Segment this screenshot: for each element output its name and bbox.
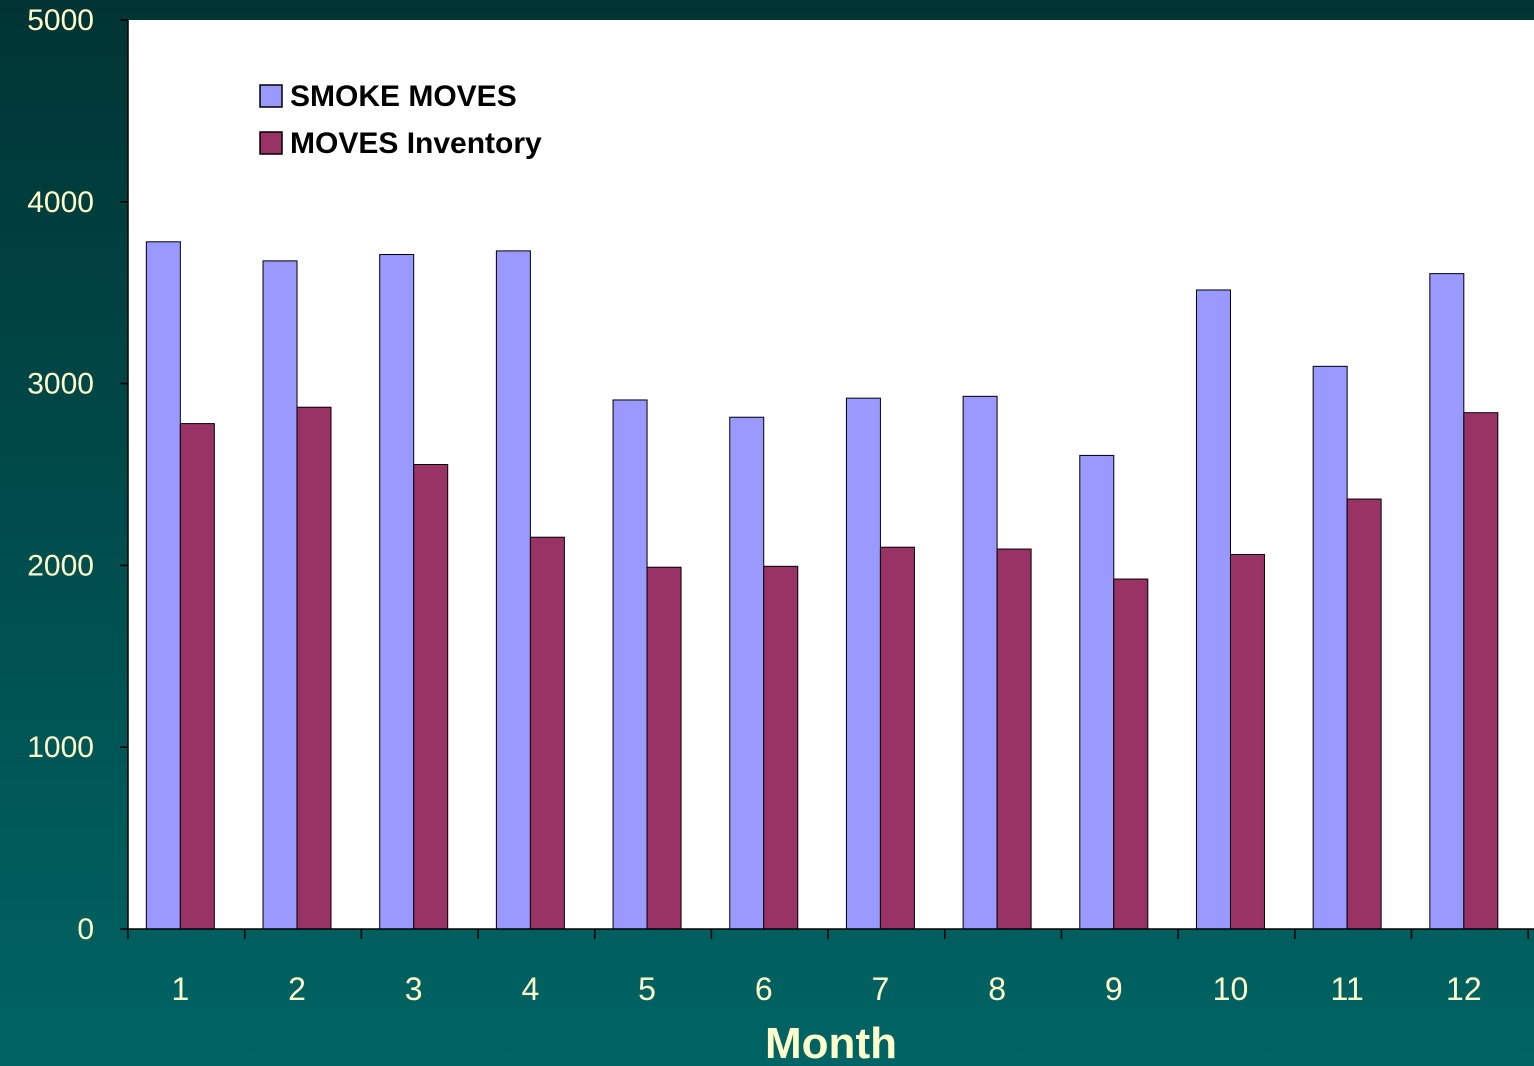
axes (127, 20, 1534, 930)
x-tick-label: 1 (171, 971, 189, 1007)
legend-swatch-smoke-moves (259, 84, 283, 108)
x-tick-label: 11 (1331, 971, 1364, 1007)
bar-smoke-moves-month-6 (729, 416, 765, 930)
legend-label: SMOKE MOVES (290, 80, 517, 113)
x-tick-label: 4 (521, 971, 539, 1007)
y-tick-label: 5000 (27, 4, 94, 37)
bar-smoke-moves-month-4 (495, 250, 531, 930)
bar-moves-inventory-month-12 (1463, 412, 1499, 930)
x-tick-label: 2 (288, 971, 306, 1007)
bar-smoke-moves-month-11 (1312, 365, 1348, 930)
x-tick-label: 9 (1105, 971, 1123, 1007)
bar-smoke-moves-month-2 (262, 260, 298, 930)
bar-smoke-moves-month-1 (145, 241, 181, 930)
bar-moves-inventory-month-7 (879, 546, 915, 930)
bar-moves-inventory-month-4 (529, 536, 565, 930)
bar-moves-inventory-month-2 (296, 406, 332, 930)
x-tick-label: 12 (1446, 971, 1482, 1007)
x-axis-ticks: 1 2 3 4 5 6 7 8 9 10 11 12 (127, 929, 1529, 1007)
x-tick-label: 8 (988, 971, 1006, 1007)
x-tick-label: 10 (1213, 971, 1249, 1007)
bar-moves-inventory-month-9 (1113, 578, 1149, 930)
bar-smoke-moves-month-10 (1195, 289, 1231, 930)
legend-swatch-moves-inventory (259, 131, 283, 155)
bars (145, 241, 1499, 930)
x-tick-label: 7 (872, 971, 890, 1007)
y-axis-ticks: 0 1000 2000 3000 4000 5000 (27, 4, 128, 946)
bar-smoke-moves-month-9 (1079, 454, 1115, 930)
bar-smoke-moves-month-8 (962, 395, 998, 930)
x-tick-label: 5 (638, 971, 656, 1007)
bar-smoke-moves-month-5 (612, 399, 648, 930)
y-tick-label: 3000 (27, 368, 94, 401)
bar-moves-inventory-month-6 (763, 565, 799, 930)
bar-smoke-moves-month-3 (379, 254, 415, 930)
bar-smoke-moves-month-7 (845, 397, 881, 930)
legend-label: MOVES Inventory (290, 127, 542, 160)
x-tick-label: 3 (405, 971, 423, 1007)
y-tick-label: 0 (77, 913, 94, 946)
bar-moves-inventory-month-11 (1346, 498, 1382, 930)
bar-moves-inventory-month-1 (179, 423, 215, 930)
bar-moves-inventory-month-8 (996, 548, 1032, 930)
bar-smoke-moves-month-12 (1429, 273, 1465, 930)
bar-moves-inventory-month-5 (646, 566, 682, 930)
y-tick-label: 1000 (27, 731, 94, 764)
bar-moves-inventory-month-10 (1229, 553, 1265, 930)
legend: SMOKE MOVES MOVES Inventory (259, 80, 542, 160)
plot-area (128, 20, 1534, 929)
x-tick-label: 6 (755, 971, 773, 1007)
y-tick-label: 4000 (27, 186, 94, 219)
x-axis-title: Month (765, 1019, 897, 1066)
bar-moves-inventory-month-3 (413, 464, 449, 930)
y-tick-label: 2000 (27, 549, 94, 582)
